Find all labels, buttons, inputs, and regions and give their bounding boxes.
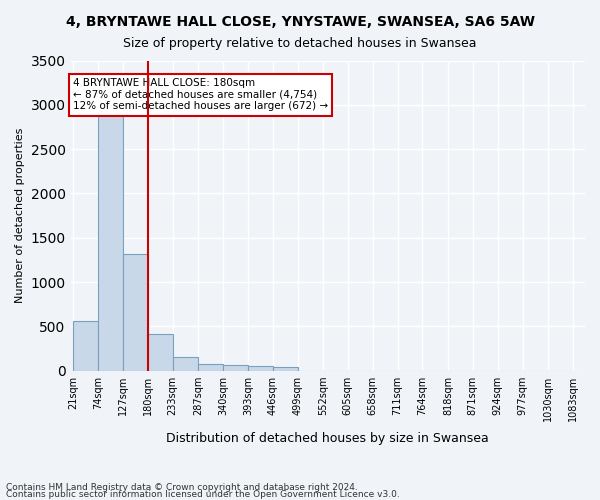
Bar [98, 114, 123, 371]
Bar [73, 321, 98, 371]
Bar [148, 334, 173, 371]
Text: Contains HM Land Registry data © Crown copyright and database right 2024.: Contains HM Land Registry data © Crown c… [6, 484, 358, 492]
Bar [198, 364, 223, 371]
Bar [223, 366, 248, 371]
Text: 4, BRYNTAWE HALL CLOSE, YNYSTAWE, SWANSEA, SA6 5AW: 4, BRYNTAWE HALL CLOSE, YNYSTAWE, SWANSE… [65, 15, 535, 29]
Text: Contains public sector information licensed under the Open Government Licence v3: Contains public sector information licen… [6, 490, 400, 499]
X-axis label: Distribution of detached houses by size in Swansea: Distribution of detached houses by size … [166, 432, 489, 445]
Bar [173, 358, 197, 371]
Y-axis label: Number of detached properties: Number of detached properties [15, 128, 25, 304]
Bar [273, 367, 298, 371]
Bar [123, 254, 148, 371]
Bar [248, 366, 273, 371]
Text: Size of property relative to detached houses in Swansea: Size of property relative to detached ho… [123, 38, 477, 51]
Text: 4 BRYNTAWE HALL CLOSE: 180sqm
← 87% of detached houses are smaller (4,754)
12% o: 4 BRYNTAWE HALL CLOSE: 180sqm ← 87% of d… [73, 78, 328, 112]
